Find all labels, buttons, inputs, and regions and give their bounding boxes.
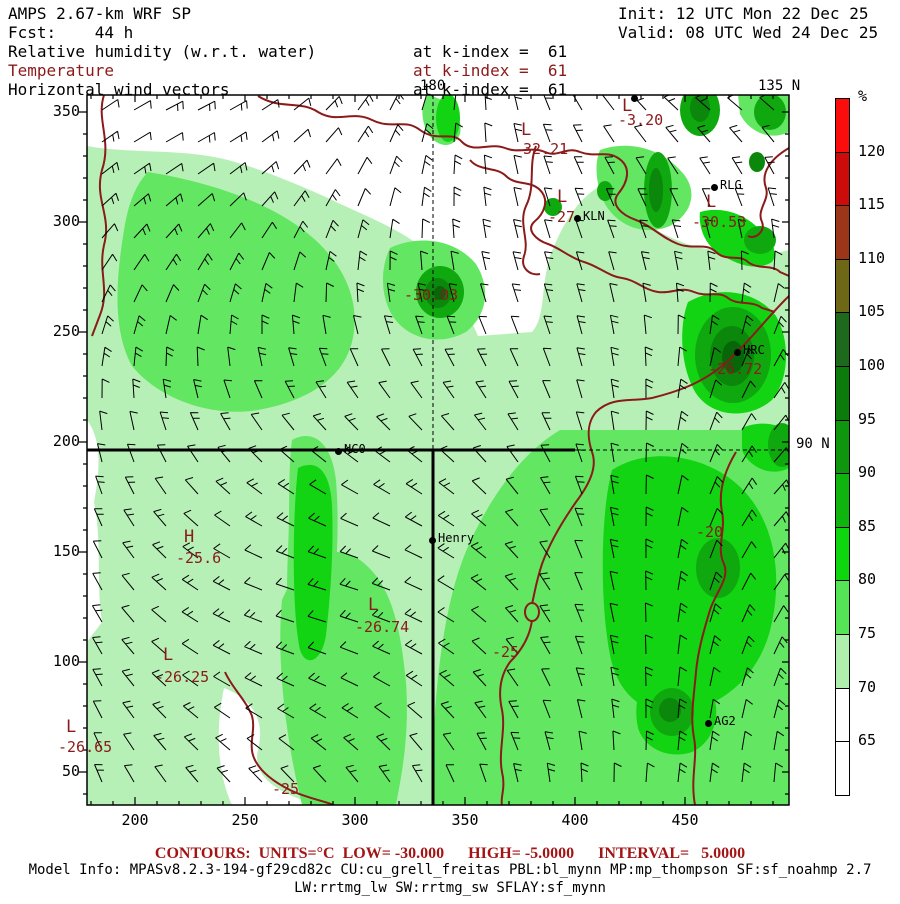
y-axis-tick-label: 250 [52, 322, 80, 340]
colorbar-tick-label: 95 [858, 409, 877, 428]
contour-value-label: -32.21 [514, 140, 569, 158]
colorbar-tick-label: 110 [858, 248, 886, 267]
field-level-wind: at k-index = 61 [413, 80, 568, 99]
field-label-wind: Horizontal wind vectors [8, 80, 230, 99]
station-marker [631, 95, 638, 102]
x-axis-tick-label: 250 [231, 811, 259, 829]
contour-value-label: -26.25 [155, 668, 210, 686]
contour-value-label: -20 [696, 523, 724, 541]
contour-value-label: -25 [492, 643, 520, 661]
station-marker [574, 215, 581, 222]
colorbar-tick-label: 70 [858, 677, 877, 696]
colorbar-segment [835, 526, 850, 582]
extrema-letter: L [622, 96, 633, 116]
extrema-letter: L [368, 595, 379, 615]
station-label: KLN [583, 209, 605, 223]
station-marker [429, 537, 436, 544]
colorbar-segment [835, 312, 850, 367]
colorbar-segment [835, 687, 850, 743]
station-label: NC0 [344, 442, 366, 456]
colorbar-segment [835, 634, 850, 689]
contour-value-label: -25.6 [176, 549, 222, 567]
extrema-letter: L [521, 120, 532, 140]
y-axis-tick-label: 150 [52, 542, 80, 560]
colorbar-segment [835, 151, 850, 207]
valid-time: Valid: 08 UTC Wed 24 Dec 25 [618, 23, 879, 42]
y-axis-tick-label: 200 [52, 432, 80, 450]
colorbar-tick-label: 75 [858, 624, 877, 642]
station-marker [711, 184, 718, 191]
geo-label: 90 N [796, 436, 830, 452]
x-axis-tick-label: 400 [561, 811, 589, 829]
field-label-rh: Relative humidity (w.r.t. water) [8, 42, 317, 61]
colorbar-segment [835, 98, 850, 153]
colorbar-tick-label: 100 [858, 356, 886, 374]
colorbar-segment [835, 366, 850, 421]
extrema-letter: L [557, 187, 568, 207]
forecast-hour: Fcst: 44 h [8, 23, 134, 42]
colorbar-segment [835, 741, 850, 796]
extrema-letter: H [184, 527, 195, 547]
extrema-letter: L [163, 645, 174, 665]
init-time: Init: 12 UTC Mon 22 Dec 25 [618, 4, 869, 23]
colorbar-segment [835, 473, 850, 528]
station-marker [734, 349, 741, 356]
colorbar-segment [835, 205, 850, 260]
station-label: Henry [438, 531, 475, 545]
contour-value-label: -30.03 [404, 286, 459, 304]
x-axis-tick-label: 300 [341, 811, 369, 829]
field-label-temperature: Temperature [8, 61, 114, 80]
extrema-letter: L [706, 192, 717, 212]
contour-value-label: -25 [272, 780, 300, 798]
contour-value-label: -3.20 [618, 111, 664, 129]
colorbar-tick-label: 80 [858, 570, 877, 589]
contour-summary-line: CONTOURS: UNITS=°C LOW= -30.000 HIGH= -5… [154, 845, 746, 862]
colorbar-tick-label: 85 [858, 516, 877, 535]
contour-value-label: -26.74 [355, 618, 410, 636]
station-marker [705, 720, 712, 727]
colorbar-tick-label: 65 [858, 731, 877, 750]
field-level-rh: at k-index = 61 [413, 42, 568, 61]
contour-value-label: -30.53 [692, 213, 747, 231]
extrema-letter: L [66, 717, 77, 737]
field-level-temperature: at k-index = 61 [413, 61, 568, 80]
y-axis-tick-label: 50 [61, 762, 80, 780]
model-info-line: Model Info: MPASv8.2.3-194-gf29cd82c CU:… [28, 862, 872, 878]
geo-label: 180 [420, 78, 446, 94]
colorbar-segment [835, 580, 850, 635]
wind-barbs [91, 95, 789, 783]
axis-ticks [79, 95, 789, 805]
x-axis-tick-label: 200 [121, 811, 149, 829]
colorbar-units: % [858, 87, 868, 105]
station-label: RLG [720, 178, 742, 192]
physics-info-line: LW:rrtmg_lw SW:rrtmg_sw SFLAY:sf_mynn [294, 880, 606, 896]
colorbar-tick-label: 120 [858, 141, 886, 160]
x-axis-tick-label: 450 [671, 811, 699, 829]
station-marker [335, 448, 342, 455]
contour-value-label: -27 [548, 208, 576, 226]
y-axis-tick-label: 100 [52, 652, 80, 670]
model-title: AMPS 2.67-km WRF SP [8, 4, 192, 23]
colorbar-segment [835, 419, 850, 475]
geo-label: 135 N [758, 78, 801, 94]
colorbar-tick-label: 90 [858, 463, 877, 482]
colorbar-tick-label: 105 [858, 302, 886, 321]
colorbar-segment [835, 258, 850, 314]
station-label: AG2 [714, 714, 736, 728]
contour-value-label: -26.72 [708, 360, 763, 378]
contour-value-label: -26.65 [58, 738, 113, 756]
x-axis-tick-label: 350 [451, 811, 479, 829]
station-label: HRC [743, 343, 765, 357]
y-axis-tick-label: 350 [52, 102, 80, 120]
y-axis-tick-label: 300 [52, 212, 80, 230]
colorbar-tick-label: 115 [858, 195, 886, 214]
map-border [86, 94, 790, 806]
